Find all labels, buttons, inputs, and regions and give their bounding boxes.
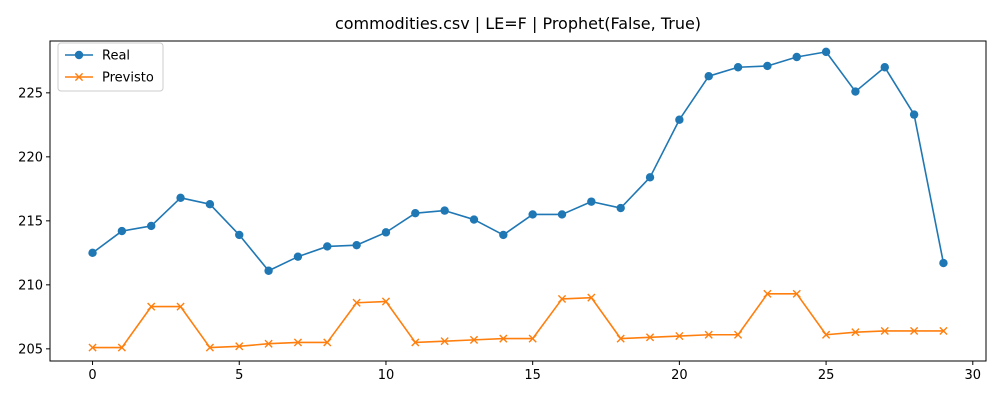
data-point-real xyxy=(645,173,655,182)
data-point-real xyxy=(381,228,391,237)
data-point-previsto xyxy=(557,294,567,304)
data-point-previsto xyxy=(176,302,185,311)
data-point-previsto xyxy=(235,342,244,351)
data-point-previsto xyxy=(851,328,860,337)
data-point-previsto xyxy=(323,338,332,347)
legend-entry-real: Real xyxy=(65,49,130,64)
data-point-previsto xyxy=(763,289,772,298)
data-point-real xyxy=(616,203,625,213)
data-point-previsto xyxy=(704,330,713,339)
data-point-real xyxy=(528,210,537,219)
data-point-real xyxy=(147,221,156,231)
data-point-previsto xyxy=(499,334,508,343)
legend-marker-previsto xyxy=(74,72,84,82)
data-point-real xyxy=(176,193,185,202)
legend-label-real: Real xyxy=(102,49,130,64)
data-point-previsto xyxy=(469,335,479,344)
data-point-previsto xyxy=(411,338,420,347)
data-point-previsto xyxy=(733,330,743,339)
data-point-real xyxy=(499,230,508,240)
x-tick-label: 5 xyxy=(235,368,243,383)
data-point-real xyxy=(352,240,361,250)
data-point-real xyxy=(880,63,889,72)
data-point-previsto xyxy=(616,334,625,343)
data-point-previsto xyxy=(88,343,97,352)
data-point-previsto xyxy=(910,326,919,336)
data-point-real xyxy=(205,200,215,209)
x-tick-label: 25 xyxy=(818,368,835,383)
data-point-previsto xyxy=(147,302,156,311)
y-tick-label: 220 xyxy=(18,150,43,165)
data-point-real xyxy=(557,210,567,219)
chart-title: commodities.csv | LE=F | Prophet(False, … xyxy=(335,14,701,33)
data-point-previsto xyxy=(821,330,831,339)
data-point-previsto xyxy=(293,338,303,347)
legend-entry-previsto: Previsto xyxy=(65,71,154,86)
data-point-previsto xyxy=(880,326,889,336)
data-point-previsto xyxy=(381,297,391,306)
data-point-real xyxy=(704,72,713,81)
data-point-previsto xyxy=(587,293,596,302)
x-tick-label: 10 xyxy=(378,368,395,383)
data-point-real xyxy=(939,258,948,268)
y-tick-label: 205 xyxy=(18,342,43,357)
data-point-real xyxy=(469,215,479,224)
x-tick-label: 15 xyxy=(524,368,541,383)
legend: Real Previsto xyxy=(57,42,164,92)
data-point-real xyxy=(264,266,273,275)
series-line-real xyxy=(92,51,945,272)
data-point-real xyxy=(792,52,801,62)
data-point-real xyxy=(293,252,303,261)
data-point-real xyxy=(675,115,684,124)
data-point-previsto xyxy=(792,289,801,298)
data-point-previsto xyxy=(117,343,126,352)
data-point-real xyxy=(88,248,97,258)
data-point-real xyxy=(851,87,860,96)
data-point-real xyxy=(733,63,743,72)
data-point-real xyxy=(323,242,332,251)
data-point-real xyxy=(821,47,831,57)
x-tick-label: 20 xyxy=(671,368,688,383)
y-tick-label: 225 xyxy=(18,86,43,101)
data-point-real xyxy=(440,206,449,215)
y-tick-label: 210 xyxy=(18,278,43,293)
series-line-previsto xyxy=(92,292,944,349)
x-tick-label: 30 xyxy=(965,368,982,383)
data-point-previsto xyxy=(352,298,361,307)
x-tick-label: 0 xyxy=(88,368,96,383)
data-point-real xyxy=(763,61,772,71)
data-point-previsto xyxy=(528,334,537,343)
data-point-previsto xyxy=(645,333,655,342)
data-point-previsto xyxy=(675,331,684,341)
data-point-real xyxy=(909,110,919,119)
data-point-real xyxy=(235,230,244,240)
legend-marker-real xyxy=(74,50,84,60)
axes-frame xyxy=(49,40,987,362)
legend-label-previsto: Previsto xyxy=(102,71,154,86)
data-point-real xyxy=(411,208,420,218)
data-point-previsto xyxy=(939,326,948,336)
data-point-previsto xyxy=(205,343,215,352)
y-tick-label: 215 xyxy=(18,214,43,229)
data-point-previsto xyxy=(440,337,449,346)
data-point-real xyxy=(587,197,596,206)
data-point-real xyxy=(117,226,127,236)
plot-area: 0 5 10 15 20 25 30 205 210 215 220 225 xyxy=(18,40,987,383)
data-point-previsto xyxy=(264,339,273,348)
